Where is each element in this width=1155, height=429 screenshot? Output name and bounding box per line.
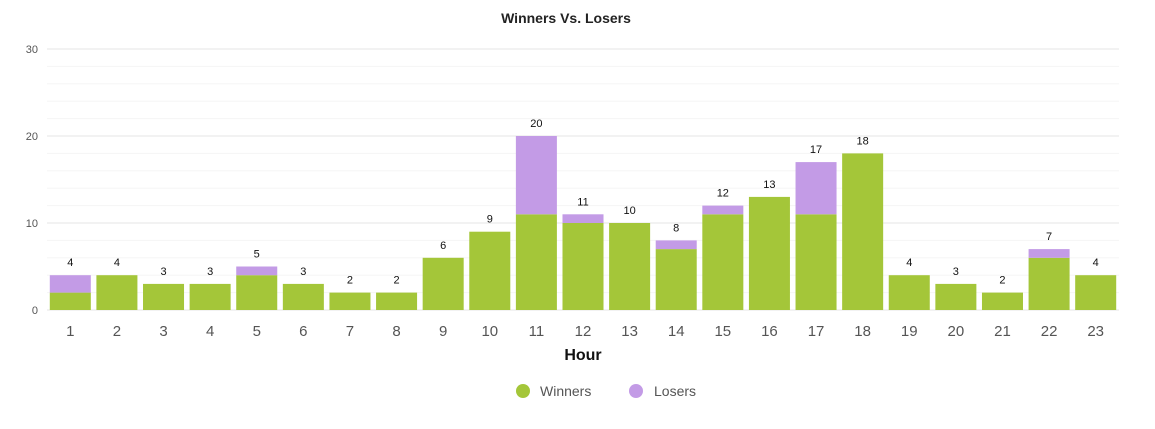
x-tick-label: 15 [714, 323, 731, 340]
data-label-7: 2 [347, 275, 353, 287]
x-tick-label: 9 [439, 323, 447, 340]
data-label-6: 3 [300, 266, 306, 278]
x-tick-label: 10 [481, 323, 498, 340]
bar-winners-15 [702, 214, 744, 310]
data-label-8: 2 [394, 275, 400, 287]
x-tick-label: 5 [253, 323, 261, 340]
x-tick-label: 7 [346, 323, 354, 340]
x-axis-label: Hour [564, 347, 601, 364]
y-axis: 0 10 20 30 [26, 44, 38, 317]
bar-losers-14 [655, 240, 697, 250]
bar-winners-8 [376, 292, 418, 310]
x-tick-label: 22 [1041, 323, 1058, 340]
bar-winners-9 [422, 257, 464, 310]
x-tick-label: 18 [854, 323, 871, 340]
bar-winners-23 [1075, 275, 1117, 310]
bar-winners-2 [96, 275, 138, 310]
legend-label: Losers [654, 383, 696, 399]
data-label-21: 2 [999, 275, 1005, 287]
bar-winners-5 [236, 275, 278, 310]
bar-losers-11 [515, 136, 557, 215]
bar-winners-17 [795, 214, 837, 310]
data-label-3: 3 [160, 266, 166, 278]
bar-losers-15 [702, 205, 744, 215]
data-label-13: 10 [623, 205, 635, 217]
bar-losers-12 [562, 214, 604, 223]
data-label-11: 20 [530, 118, 542, 130]
legend-item-losers[interactable]: Losers [629, 383, 696, 399]
x-tick-label: 19 [901, 323, 918, 340]
bar-winners-13 [609, 223, 651, 310]
y-tick-label: 10 [26, 218, 38, 230]
data-label-14: 8 [673, 222, 679, 234]
data-label-23: 4 [1093, 257, 1099, 269]
x-tick-label: 23 [1087, 323, 1104, 340]
x-tick-label: 14 [668, 323, 685, 340]
x-tick-label: 21 [994, 323, 1011, 340]
legend-marker-icon [516, 384, 530, 398]
x-tick-label: 2 [113, 323, 121, 340]
bar-losers-22 [1028, 249, 1070, 258]
x-tick-label: 8 [392, 323, 400, 340]
x-axis: 1 2 3 4 5 6 7 8 9 10 11 12 13 14 15 16 17 18 19 20 21 22 23 [66, 323, 1104, 340]
data-label-15: 12 [717, 188, 729, 200]
legend: Winners Losers [516, 383, 696, 399]
x-tick-label: 6 [299, 323, 307, 340]
bar-losers-17 [795, 162, 837, 215]
bar-winners-20 [935, 283, 977, 310]
data-label-19: 4 [906, 257, 912, 269]
bar-winners-10 [469, 231, 511, 310]
bar-winners-19 [888, 275, 930, 310]
x-tick-label: 4 [206, 323, 214, 340]
legend-marker-icon [629, 384, 643, 398]
bar-winners-4 [189, 283, 231, 310]
x-tick-label: 3 [159, 323, 167, 340]
bars: 4 4 3 3 5 3 2 2 6 9 20 11 10 8 12 13 17 18 4 3 2 7 4 [49, 118, 1117, 310]
x-tick-label: 13 [621, 323, 638, 340]
data-label-10: 9 [487, 214, 493, 226]
bar-winners-11 [515, 214, 557, 310]
bar-winners-7 [329, 292, 371, 310]
data-label-18: 18 [857, 135, 869, 147]
legend-item-winners[interactable]: Winners [516, 383, 591, 399]
data-label-5: 5 [254, 249, 260, 261]
x-tick-label: 1 [66, 323, 74, 340]
x-tick-label: 12 [575, 323, 592, 340]
y-tick-label: 0 [32, 305, 38, 317]
data-label-1: 4 [67, 257, 73, 269]
x-tick-label: 16 [761, 323, 778, 340]
bar-winners-12 [562, 223, 604, 310]
bar-winners-18 [842, 153, 884, 310]
y-tick-label: 30 [26, 44, 38, 56]
data-label-4: 3 [207, 266, 213, 278]
data-label-17: 17 [810, 144, 822, 156]
bar-winners-1 [49, 292, 91, 310]
data-label-9: 6 [440, 240, 446, 252]
bar-winners-6 [282, 283, 324, 310]
y-tick-label: 20 [26, 131, 38, 143]
x-tick-label: 17 [808, 323, 825, 340]
bar-losers-5 [236, 266, 278, 276]
chart-title: Winners Vs. Losers [501, 10, 631, 26]
bar-winners-16 [748, 196, 790, 310]
bar-winners-21 [981, 292, 1023, 310]
bar-losers-1 [49, 275, 91, 293]
data-label-20: 3 [953, 266, 959, 278]
data-label-16: 13 [763, 179, 775, 191]
legend-label: Winners [540, 383, 591, 399]
data-label-12: 11 [577, 196, 588, 208]
data-label-2: 4 [114, 257, 120, 269]
x-tick-label: 11 [529, 323, 545, 340]
data-label-22: 7 [1046, 231, 1052, 243]
bar-winners-22 [1028, 257, 1070, 310]
x-tick-label: 20 [948, 323, 965, 340]
bar-winners-14 [655, 249, 697, 310]
bar-winners-3 [143, 283, 185, 310]
